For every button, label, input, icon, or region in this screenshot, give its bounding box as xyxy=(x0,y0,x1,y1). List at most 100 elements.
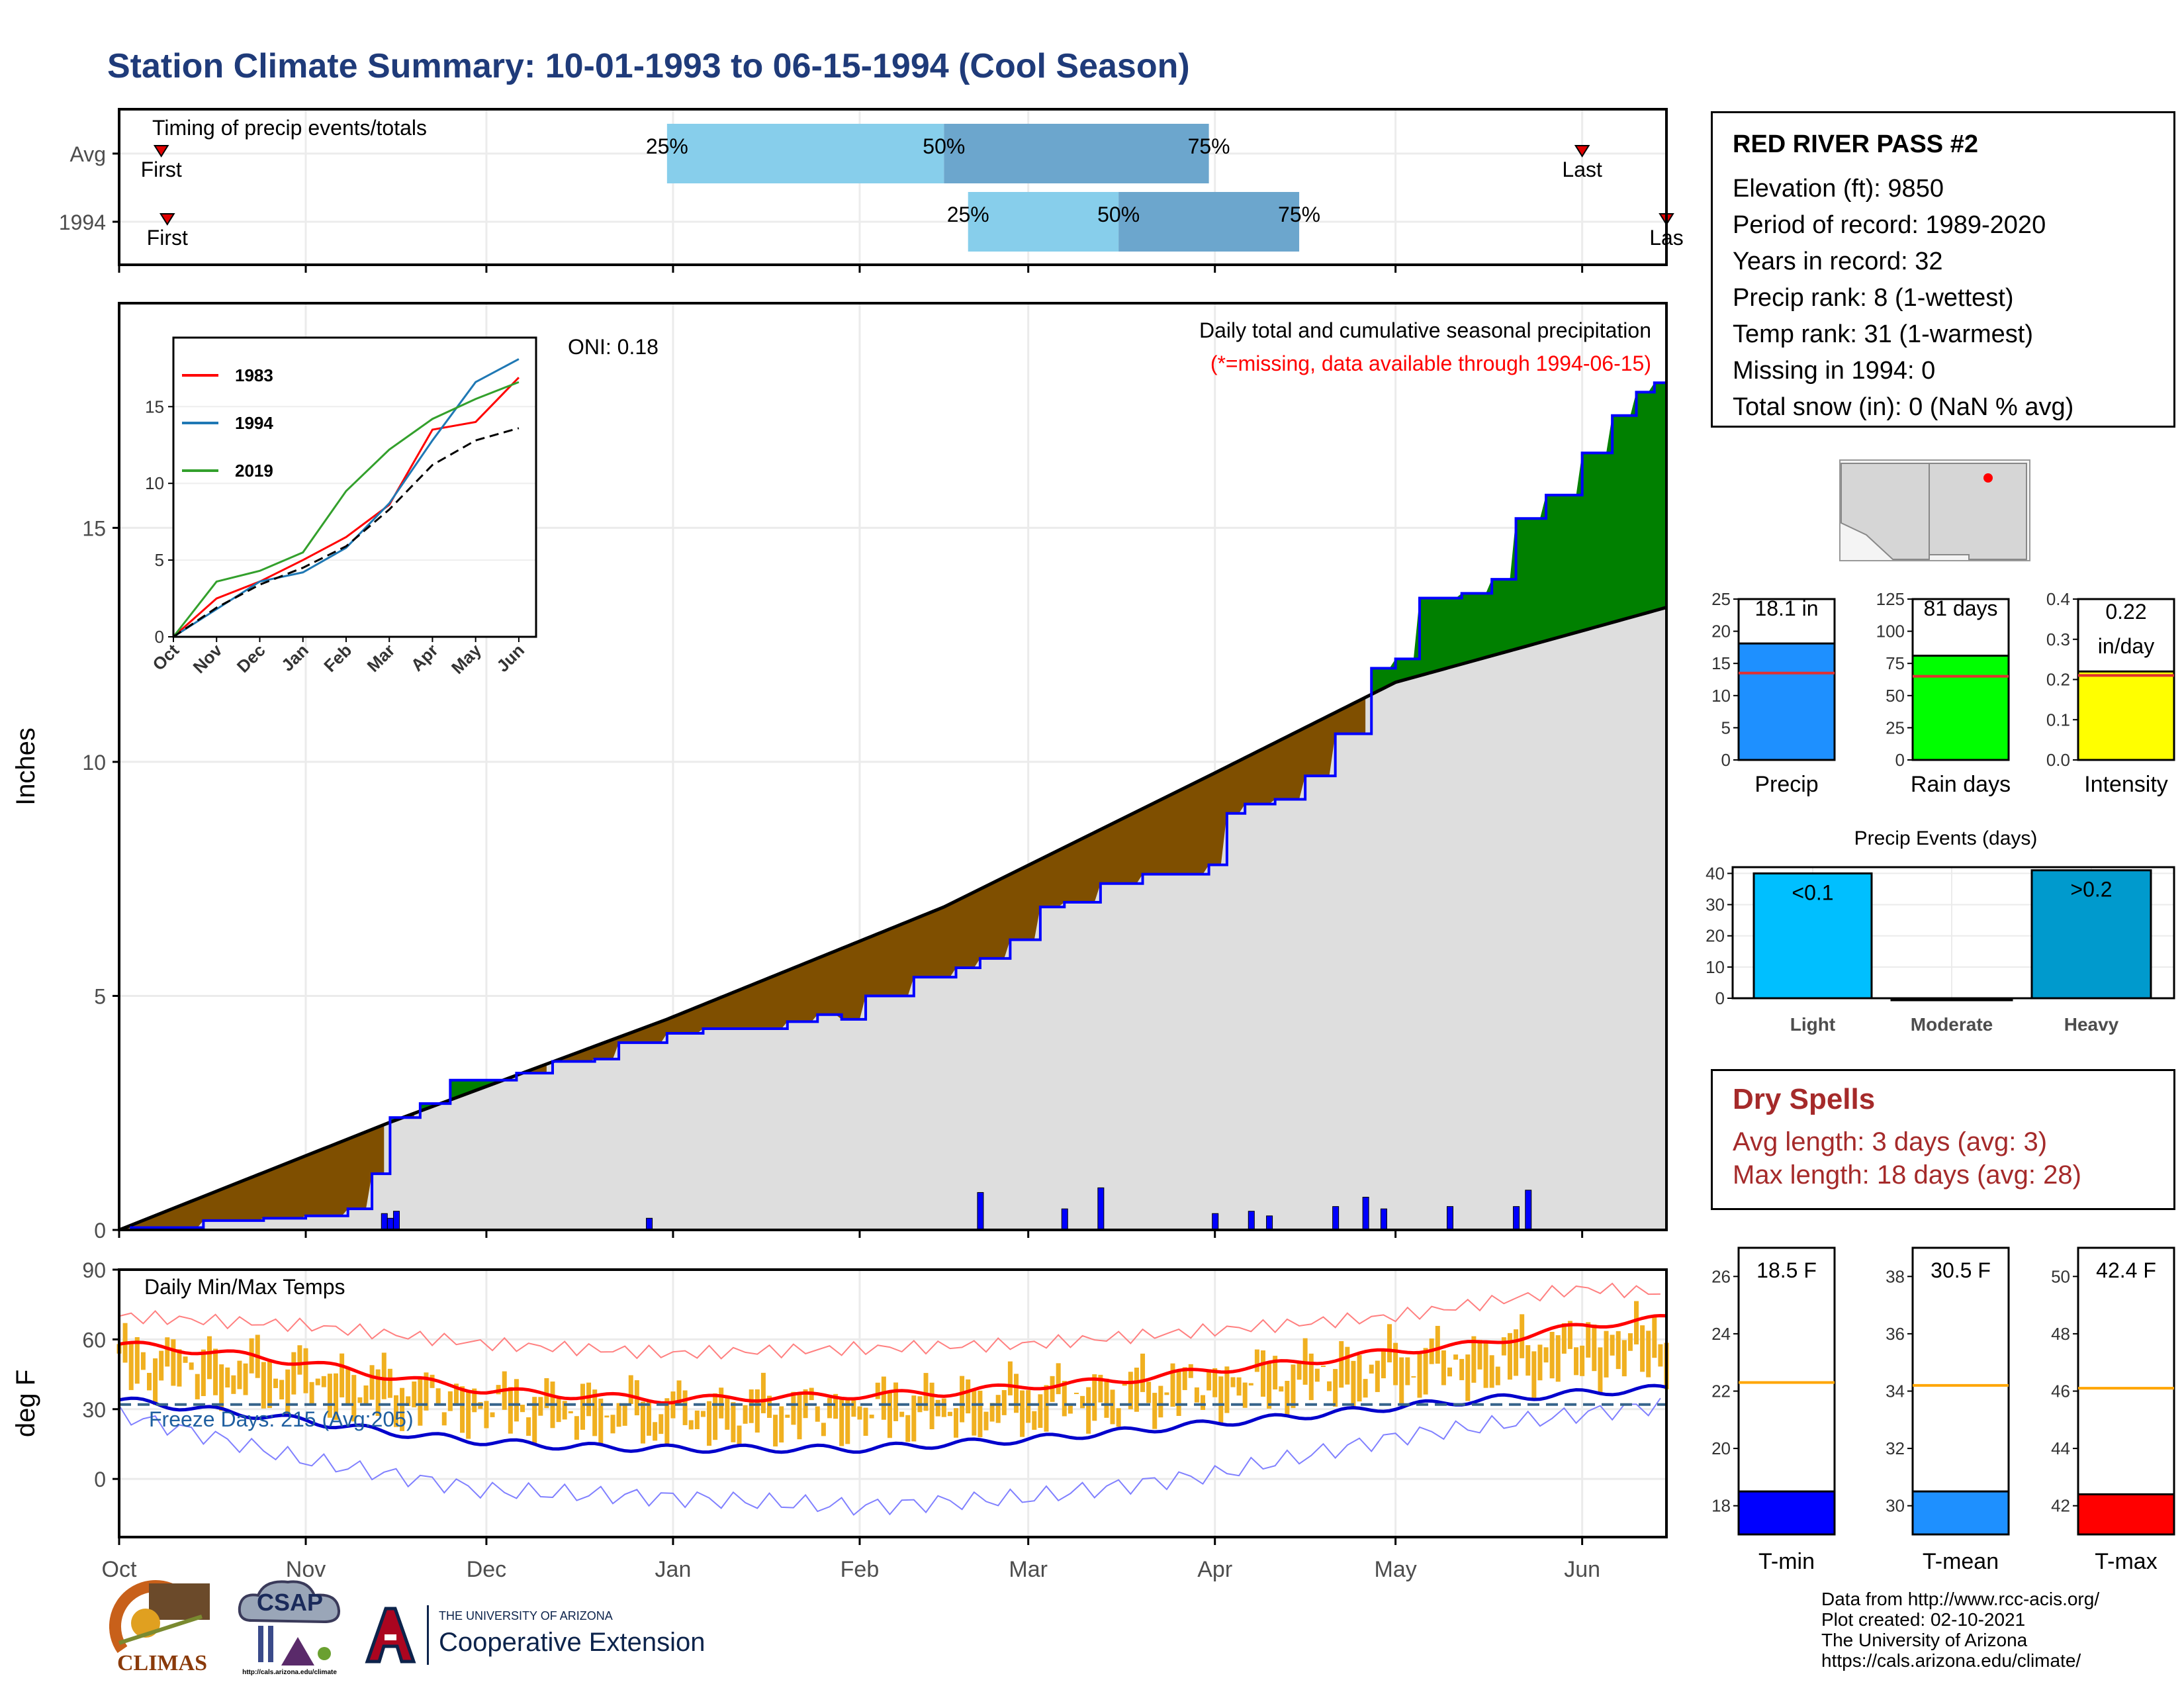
daily-temp-bar xyxy=(1586,1322,1591,1358)
credit-university: The University of Arizona xyxy=(1821,1630,2028,1650)
daily-temp-bar xyxy=(983,1411,989,1430)
daily-temp-bar xyxy=(562,1401,567,1420)
daily-temp-bar xyxy=(1598,1347,1603,1394)
daily-temp-bar xyxy=(1610,1335,1615,1356)
observed-cumulative-line xyxy=(119,381,1666,1231)
daily-temp-bar xyxy=(1621,1340,1627,1377)
daily-precip-bar xyxy=(1513,1206,1520,1231)
page-title: Station Climate Summary: 10-01-1993 to 0… xyxy=(107,47,1190,85)
daily-temp-bar xyxy=(773,1415,778,1447)
daily-temp-bar xyxy=(340,1353,345,1397)
station-years: Years in record: 32 xyxy=(1733,248,1943,275)
daily-temp-bar xyxy=(1658,1344,1663,1367)
daily-temp-bar xyxy=(153,1358,158,1405)
summary-y-tick-label: 0.0 xyxy=(2046,750,2070,770)
daily-temp-bar xyxy=(418,1379,423,1426)
timing-row-label: Avg xyxy=(69,142,106,166)
daily-temp-bar xyxy=(1098,1374,1103,1403)
first-event-label: First xyxy=(147,226,188,250)
summary-y-tick-label: 0 xyxy=(1721,750,1731,770)
daily-temp-bar xyxy=(297,1345,302,1375)
daily-temp-bar xyxy=(713,1393,718,1440)
daily-temp-bar xyxy=(760,1372,766,1413)
timing-bar-lower xyxy=(968,192,1119,252)
daily-temp-bar xyxy=(177,1349,182,1387)
daily-temp-bar xyxy=(412,1382,417,1408)
daily-temp-bar xyxy=(1194,1387,1199,1403)
timing-label-25: 25% xyxy=(947,203,989,226)
daily-temp-bar xyxy=(1297,1363,1302,1380)
precip-panel-subtitle: (*=missing, data available through 1994-… xyxy=(1210,352,1651,375)
temp-summary-y-tick-label: 42 xyxy=(2051,1496,2070,1516)
daily-temp-bar xyxy=(821,1423,826,1436)
inset-line-1983 xyxy=(173,377,520,638)
daily-temp-bar xyxy=(1242,1382,1248,1408)
daily-temp-bar xyxy=(466,1392,471,1439)
daily-temp-bar xyxy=(863,1407,868,1436)
daily-temp-bar xyxy=(1254,1349,1259,1372)
daily-temp-bar xyxy=(1044,1385,1049,1432)
daily-temp-bar xyxy=(140,1352,146,1370)
daily-temp-bar xyxy=(779,1406,784,1443)
summary-category-label: Intensity xyxy=(2084,772,2168,797)
inset-legend-label: 1983 xyxy=(235,365,273,385)
station-missing: Missing in 1994: 0 xyxy=(1733,357,1936,385)
daily-temp-bar xyxy=(532,1397,537,1444)
last-event-label: Last xyxy=(1562,158,1602,181)
daily-precip-bar xyxy=(1248,1211,1255,1231)
daily-temp-bar xyxy=(357,1397,363,1403)
daily-temp-bar xyxy=(1369,1364,1374,1374)
daily-temp-bar xyxy=(688,1420,694,1430)
csap-logo: CSAP http://cals.arizona.edu/climate xyxy=(232,1574,347,1680)
events-y-tick-label: 20 xyxy=(1706,926,1725,946)
daily-temp-bar xyxy=(1056,1363,1061,1395)
daily-temp-bar xyxy=(1188,1364,1193,1378)
summary-y-tick-label: 0.3 xyxy=(2046,630,2070,649)
temp-summary-y-tick-label: 20 xyxy=(1711,1438,1731,1458)
daily-temp-bar xyxy=(1110,1389,1115,1425)
record-min-line xyxy=(118,1397,1661,1516)
daily-temp-bar xyxy=(1520,1314,1525,1358)
daily-temp-bar xyxy=(1218,1376,1224,1423)
daily-temp-bar xyxy=(1634,1301,1639,1344)
temp-summary-bar-t-min xyxy=(1737,1490,1836,1536)
daily-temp-bar xyxy=(285,1369,291,1417)
daily-temp-bar xyxy=(785,1415,790,1418)
summary-y-tick-label: 25 xyxy=(1886,718,1905,737)
station-elevation: Elevation (ft): 9850 xyxy=(1733,175,1944,203)
inset-y-tick-label: 15 xyxy=(145,397,164,416)
locator-map-state-nm xyxy=(1929,463,2027,560)
summary-y-tick-label: 100 xyxy=(1876,622,1905,641)
daily-temp-bar xyxy=(737,1425,742,1444)
daily-temp-bar xyxy=(893,1382,899,1421)
daily-temp-bar xyxy=(929,1382,934,1430)
daily-temp-bar xyxy=(887,1391,892,1438)
daily-temp-bar xyxy=(851,1400,856,1417)
daily-temp-bar xyxy=(923,1373,929,1411)
daily-temp-bar xyxy=(1327,1381,1332,1391)
summary-y-tick-label: 0 xyxy=(1895,750,1905,770)
daily-temp-bar xyxy=(231,1375,236,1394)
summary-category-label: Precip xyxy=(1754,772,1818,797)
daily-temp-bar xyxy=(1285,1380,1290,1417)
daily-temp-bar xyxy=(526,1417,531,1436)
daily-temp-bar xyxy=(1050,1376,1055,1402)
summary-value-label: in/day xyxy=(2098,634,2154,658)
first-event-label: First xyxy=(141,158,182,181)
temp-y-tick-label: 30 xyxy=(82,1398,106,1422)
daily-temp-bar xyxy=(1423,1348,1428,1395)
daily-temp-bar xyxy=(1489,1355,1494,1388)
daily-temp-bar xyxy=(435,1388,441,1405)
daily-temp-bar xyxy=(345,1368,351,1404)
daily-temp-bar xyxy=(375,1369,381,1416)
summary-y-tick-label: 20 xyxy=(1711,622,1731,641)
daily-temp-bar xyxy=(1260,1350,1265,1397)
daily-temp-bar xyxy=(1459,1358,1465,1380)
daily-temp-bar xyxy=(206,1336,212,1380)
first-event-marker xyxy=(159,213,175,226)
daily-temp-bar xyxy=(1026,1390,1031,1423)
summary-bar-intensity xyxy=(2077,670,2175,761)
daily-temp-bar xyxy=(1345,1346,1350,1385)
temp-summary-y-tick-label: 38 xyxy=(1886,1266,1905,1286)
daily-temp-bar xyxy=(1471,1336,1477,1383)
